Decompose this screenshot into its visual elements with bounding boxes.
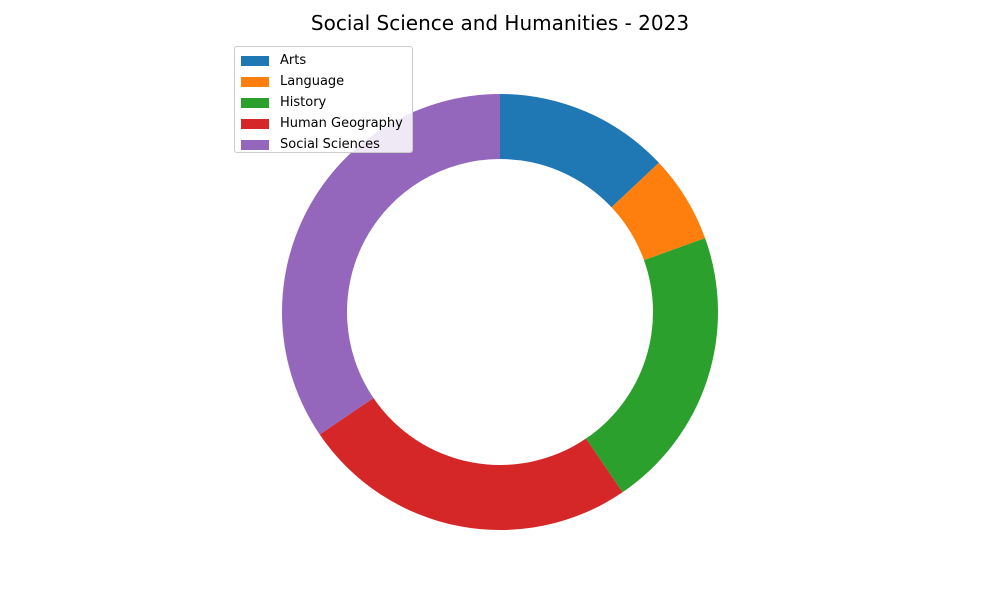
legend-item-social-sciences: Social Sciences (241, 134, 412, 155)
slice-human-geography (319, 397, 623, 530)
slice-arts (500, 94, 659, 208)
legend-swatch (241, 55, 269, 66)
chart-title: Social Science and Humanities - 2023 (310, 11, 690, 35)
legend-swatch (241, 139, 269, 150)
legend-item-history: History (241, 92, 412, 113)
legend-label: Language (280, 74, 345, 89)
legend-item-human-geography: Human Geography (241, 113, 412, 134)
legend-label: History (280, 95, 327, 110)
legend-swatch (241, 76, 269, 87)
slice-social-sciences (282, 94, 500, 435)
legend-item-arts: Arts (241, 50, 412, 71)
legend-label: Social Sciences (280, 137, 380, 152)
legend-swatch (241, 97, 269, 108)
legend-item-language: Language (241, 71, 412, 92)
legend-label: Human Geography (280, 116, 403, 131)
legend-label: Arts (280, 53, 307, 68)
donut-slices (282, 94, 718, 530)
slice-history (585, 238, 718, 493)
chart-legend: Arts Language History Human Geography Social… (234, 46, 413, 153)
slice-language (611, 162, 706, 261)
legend-swatch (241, 118, 269, 129)
